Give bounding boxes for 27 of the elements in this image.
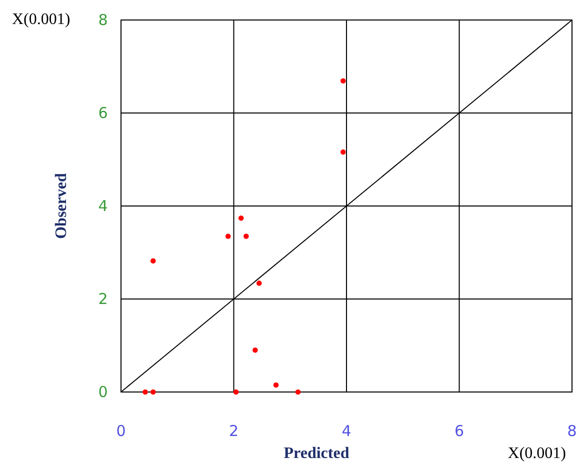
x-tick-label: 8 (567, 422, 577, 440)
point (225, 234, 231, 239)
point (244, 234, 249, 239)
point (233, 389, 239, 395)
text: X(0.001) (508, 445, 566, 462)
point (238, 215, 244, 221)
point (150, 389, 156, 395)
y-tick-label: 4 (98, 197, 108, 215)
x-tick-label: 2 (228, 422, 239, 440)
point (252, 348, 258, 353)
point (340, 149, 346, 155)
point (295, 389, 301, 395)
x-axis-title: Predicted (284, 445, 350, 462)
point (340, 78, 346, 84)
y-tick-label: 2 (98, 290, 108, 308)
text: X(0.001) (12, 11, 70, 28)
point (150, 258, 156, 264)
y-tick-label: 6 (98, 104, 108, 122)
x-tick-label: 0 (116, 422, 126, 440)
point (142, 389, 148, 395)
x-tick-label: 6 (454, 422, 464, 440)
x-tick-label: 4 (342, 422, 352, 440)
point (256, 280, 262, 286)
y-tick-label: 0 (98, 383, 108, 401)
y-axis-title: Observed (53, 173, 70, 239)
point (273, 382, 279, 388)
y-tick-label: 8 (98, 11, 108, 29)
